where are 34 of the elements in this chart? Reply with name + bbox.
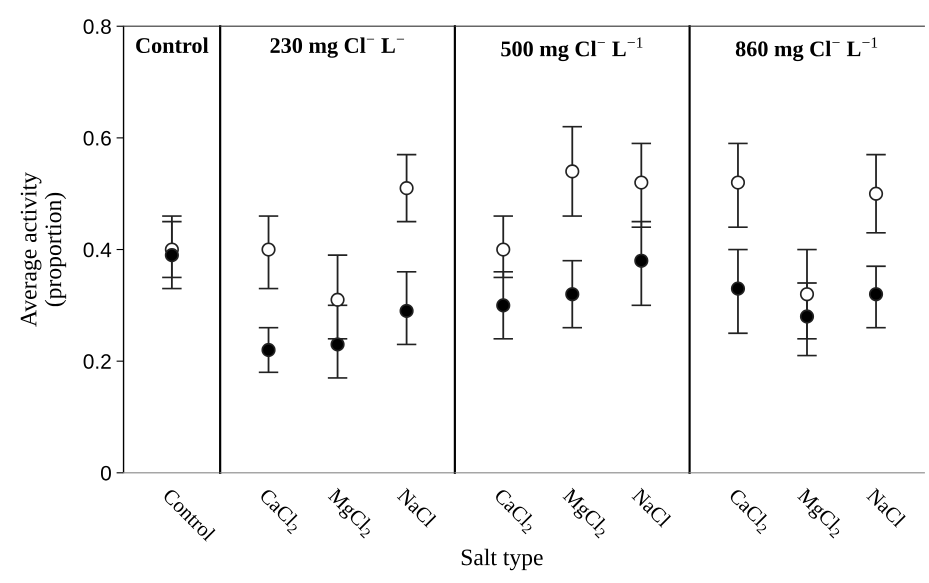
point [330, 292, 345, 307]
point [496, 242, 510, 257]
point [400, 304, 414, 318]
x-tick-label: MgCl$_{2}$ [794, 487, 846, 540]
point [868, 287, 884, 302]
text: 860 mg Cl$^{−}$ L$^{−1}$ [736, 37, 878, 62]
y-tick-label: 0 [100, 466, 111, 481]
y-tick-label: 0.2 [84, 354, 111, 369]
point [261, 242, 276, 257]
point [330, 337, 345, 352]
point [730, 175, 746, 190]
x-tick-label: CaCl$_{2}$ [256, 487, 304, 534]
point [565, 164, 580, 178]
point [800, 287, 814, 302]
point [261, 342, 276, 358]
x-tick-label: CaCl$_{2}$ [491, 487, 538, 534]
y-axis-title: Average activity (proportion) [20, 172, 66, 327]
point [496, 298, 510, 312]
point [634, 254, 648, 268]
x-axis-title: Salt type [462, 548, 543, 570]
point [800, 309, 814, 324]
y-tick-label: 0.6 [84, 130, 111, 146]
text: 500 mg Cl$^{−}$ L$^{−1}$ [501, 37, 642, 62]
x-tick-label: CaCl$_{2}$ [726, 487, 774, 534]
point [565, 287, 580, 302]
y-tick-label: 0.8 [84, 19, 111, 34]
point [730, 282, 746, 296]
chart-title: 230 mg Cl$^{−}$ L$^{−}$ [270, 37, 404, 58]
x-tick-label: MgCl$_{2}$ [559, 487, 612, 540]
point [634, 175, 648, 190]
point [400, 181, 414, 196]
point [868, 186, 884, 201]
x-tick-label: MgCl$_{2}$ [324, 487, 377, 540]
y-tick-label: 0.4 [84, 242, 112, 258]
